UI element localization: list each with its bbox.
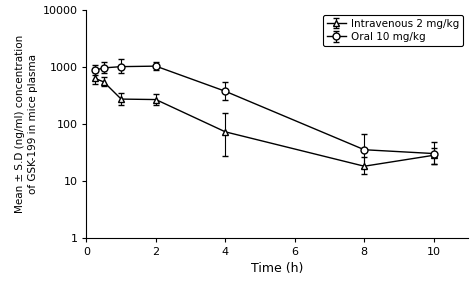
- X-axis label: Time (h): Time (h): [251, 262, 304, 275]
- Y-axis label: Mean ± S.D (ng/ml) concentration
of GSK-199 in mice plasma: Mean ± S.D (ng/ml) concentration of GSK-…: [15, 35, 38, 213]
- Legend: Intravenous 2 mg/kg, Oral 10 mg/kg: Intravenous 2 mg/kg, Oral 10 mg/kg: [323, 15, 463, 46]
